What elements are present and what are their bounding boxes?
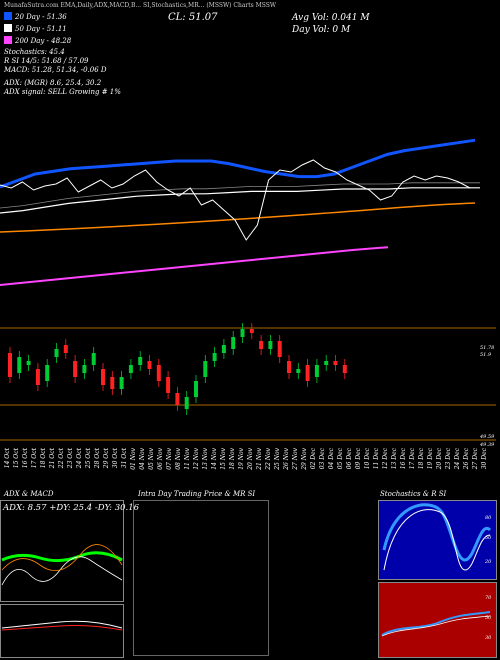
adx-green-line bbox=[1, 551, 123, 563]
price-label-low: 49.59 bbox=[480, 434, 495, 440]
ema200-line bbox=[0, 246, 389, 286]
stoch-d-line bbox=[383, 509, 491, 571]
price-label-high2: 51.9 bbox=[480, 352, 492, 358]
stoch-k-line bbox=[382, 503, 492, 562]
candle-body bbox=[147, 361, 152, 369]
avg-volume: Avg Vol: 0.041 M bbox=[292, 13, 370, 23]
candle-body bbox=[249, 329, 254, 333]
candle-body bbox=[91, 353, 96, 365]
candle-body bbox=[63, 345, 68, 353]
adx-macd-title: ADX & MACD bbox=[4, 490, 54, 498]
stochastics-value: Stochastics: 45.4 bbox=[4, 48, 65, 56]
candle-body bbox=[128, 365, 133, 373]
stoch-label-80: 80 bbox=[485, 515, 492, 521]
adx-minus-line bbox=[1, 544, 123, 572]
candle-body bbox=[342, 365, 347, 373]
ema50-label: 50 Day - 51.11 bbox=[15, 25, 67, 33]
rsi-label-70: 70 bbox=[485, 595, 492, 601]
ema20-label: 20 Day - 51.36 bbox=[15, 13, 67, 21]
ema50-line bbox=[0, 187, 480, 214]
legend-ema20: 20 Day - 51.36 bbox=[4, 12, 67, 21]
rsi-label-50: 50 bbox=[485, 615, 492, 621]
candle-body bbox=[73, 361, 78, 377]
candle-body bbox=[287, 361, 291, 373]
rsi-line bbox=[381, 611, 491, 636]
candle-body bbox=[184, 397, 189, 409]
candle-body bbox=[277, 341, 282, 357]
adx-panel-text: ADX: 8.57 +DY: 25.4 -DY: 30.16 bbox=[3, 503, 140, 513]
candle-body bbox=[8, 353, 12, 377]
candle-body bbox=[194, 381, 198, 397]
ema20-line bbox=[0, 138, 476, 189]
candle-body bbox=[101, 369, 105, 385]
price-trace-line bbox=[0, 159, 471, 241]
candle-body bbox=[268, 341, 273, 349]
macd-value: MACD: 51.28, 51.34, -0.06 D bbox=[4, 66, 107, 74]
ema20-swatch bbox=[4, 12, 12, 20]
rsi-label-30: 30 bbox=[485, 635, 492, 641]
adx-signal: ADX signal: SELL Growing # 1% bbox=[4, 88, 121, 96]
candle-body bbox=[54, 349, 59, 357]
candle-body bbox=[333, 361, 338, 365]
candle-body bbox=[156, 365, 161, 381]
candle-body bbox=[203, 361, 208, 377]
candle-body bbox=[82, 365, 87, 373]
rsi-panel: 70 50 30 bbox=[378, 582, 497, 658]
candle-body bbox=[221, 345, 226, 353]
legend-ema200: 200 Day - 48.28 bbox=[4, 36, 71, 45]
rsi-value: R SI 14/5: 51.68 / 57.09 bbox=[4, 57, 89, 65]
ema100-line bbox=[0, 202, 476, 233]
ema200-label: 200 Day - 48.28 bbox=[15, 37, 72, 45]
candle-body bbox=[35, 369, 40, 385]
price-label-high: 51.78 bbox=[480, 345, 495, 351]
stoch-label-50: 50 bbox=[485, 535, 492, 541]
candle-body bbox=[110, 377, 115, 389]
candle-body bbox=[17, 357, 22, 373]
ema200-swatch bbox=[4, 36, 12, 44]
ema50-shadow-line bbox=[0, 182, 480, 209]
chart-header-line: MunafaSutra.com EMA,Daily,ADX,MACD,B... … bbox=[4, 2, 277, 9]
stoch-rsi-title: Stochastics & R SI bbox=[380, 490, 447, 498]
intraday-title: Intra Day Trading Price & MR SI bbox=[138, 490, 256, 498]
price-label-low2: 49.39 bbox=[480, 442, 495, 448]
candle-body bbox=[324, 361, 329, 365]
adx-panel: ADX: 8.57 +DY: 25.4 -DY: 30.16 bbox=[0, 500, 139, 602]
macd-signal-line bbox=[1, 625, 123, 631]
legend-ema50: 50 Day - 51.11 bbox=[4, 24, 67, 33]
rsi-signal-line bbox=[381, 615, 491, 637]
candle-body bbox=[138, 357, 143, 365]
candle-body bbox=[240, 329, 245, 337]
stoch-label-20: 20 bbox=[485, 559, 492, 565]
candle-body bbox=[119, 377, 124, 389]
macd-line bbox=[1, 620, 123, 629]
day-volume: Day Vol: 0 M bbox=[292, 25, 351, 35]
macd-panel bbox=[0, 604, 124, 658]
candle-body bbox=[314, 365, 319, 377]
candle-body bbox=[305, 365, 310, 381]
close-price: CL: 51.07 bbox=[168, 12, 218, 23]
candle-body bbox=[259, 341, 264, 349]
candle-body bbox=[212, 353, 217, 361]
candle-body bbox=[26, 361, 31, 365]
intraday-panel bbox=[133, 500, 269, 656]
ema50-swatch bbox=[4, 24, 12, 32]
candle-body bbox=[231, 337, 236, 349]
candle-body bbox=[166, 377, 171, 393]
candle-body bbox=[296, 369, 301, 373]
adx-value: ADX: (MGR) 8.6, 25.4, 30.2 bbox=[4, 79, 102, 87]
candle-body bbox=[175, 393, 180, 405]
candle-body bbox=[45, 365, 50, 381]
